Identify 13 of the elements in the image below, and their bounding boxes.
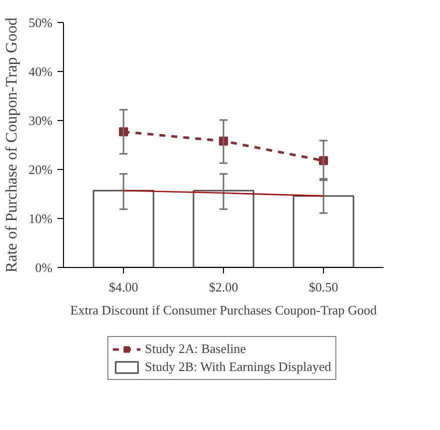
x-tick-label: $4.00 bbox=[108, 280, 138, 294]
y-tick-label: 50% bbox=[28, 15, 53, 30]
x-tick-label: $0.50 bbox=[308, 280, 338, 294]
y-tick-label: 40% bbox=[28, 64, 53, 79]
x-tick-label: $2.00 bbox=[208, 280, 238, 294]
legend-label: Study 2A: Baseline bbox=[144, 340, 246, 356]
y-tick-label: 30% bbox=[28, 113, 53, 128]
legend-label: Study 2B: With Earnings Displayed bbox=[144, 358, 332, 374]
y-axis-title: Rate of Purchase of Coupon-Trap Good bbox=[4, 18, 21, 272]
x-axis-title: Extra Discount if Consumer Purchases Coupon-Trap Good bbox=[70, 302, 378, 318]
y-tick-label: 10% bbox=[28, 211, 53, 226]
y-tick-label: 20% bbox=[28, 162, 53, 177]
y-tick-label: 0% bbox=[35, 260, 53, 275]
